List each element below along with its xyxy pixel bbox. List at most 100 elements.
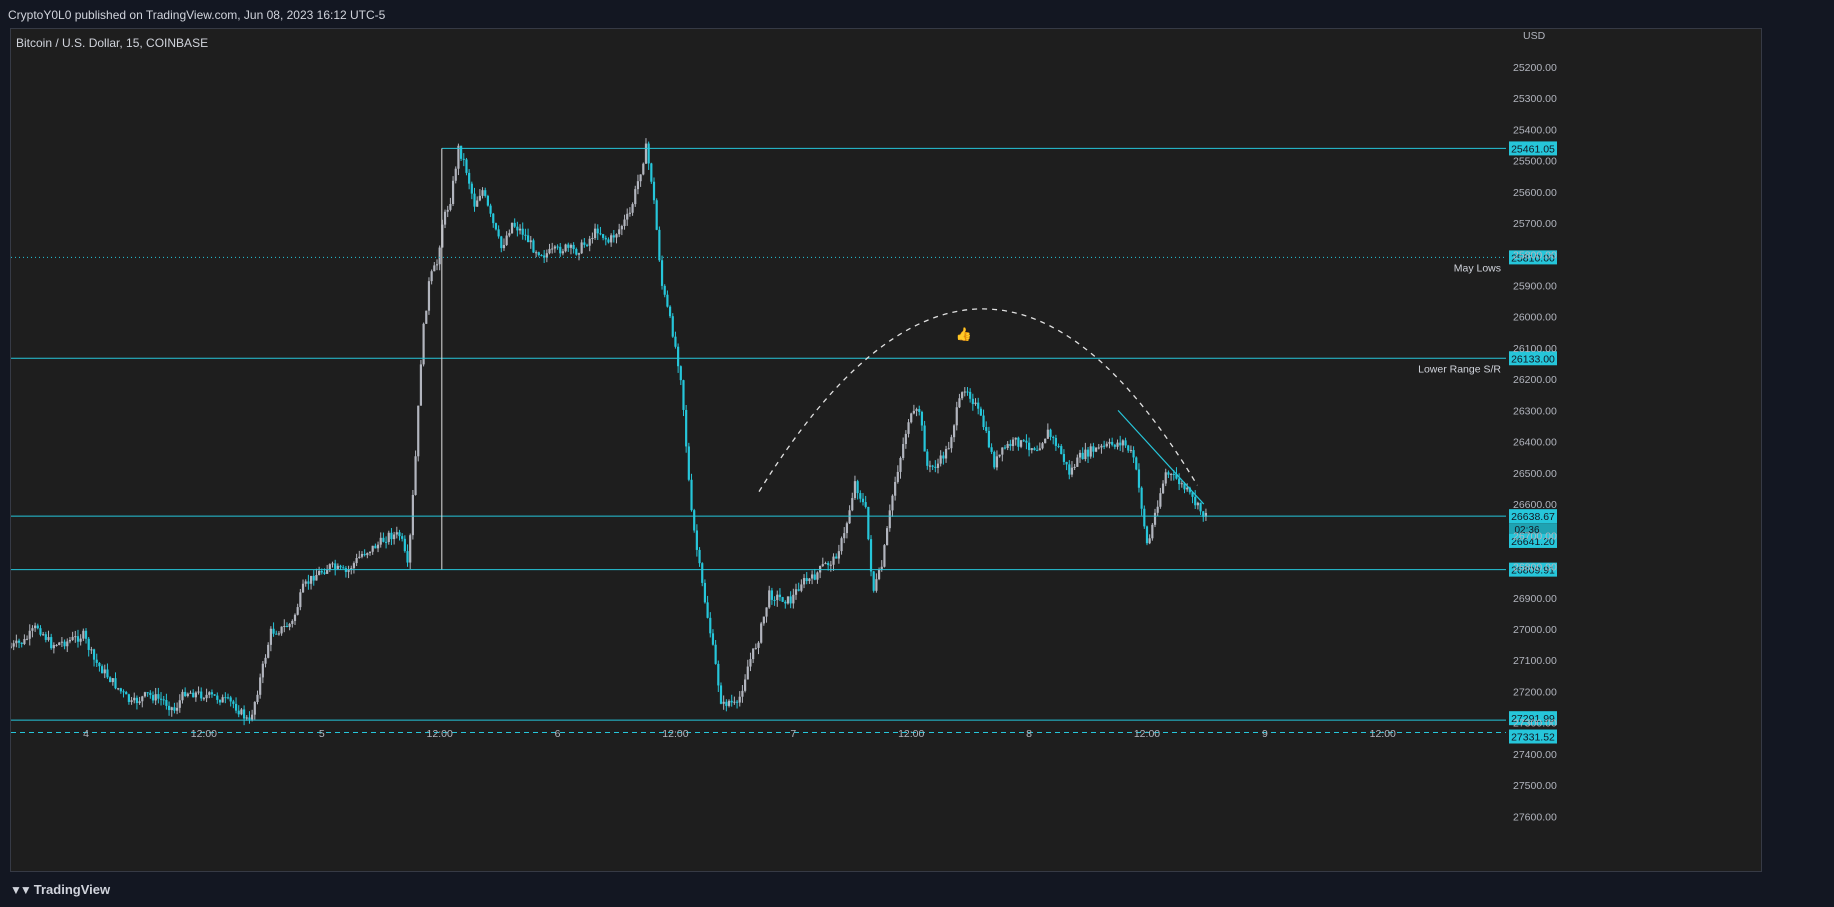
candle-body (462, 158, 465, 160)
candle-body (1153, 512, 1157, 525)
candle (781, 596, 784, 603)
candle-body (422, 323, 425, 365)
candle-body (382, 537, 385, 542)
candle (690, 473, 693, 512)
candle-body (666, 294, 669, 307)
candle (342, 565, 345, 569)
candle-body (719, 685, 723, 704)
price-tag-bg (1509, 562, 1557, 577)
candle-body (650, 163, 653, 182)
candle-body (1081, 452, 1084, 460)
candle (891, 494, 894, 517)
price-tag-4: 26641.20 (1509, 533, 1557, 548)
tradingview-brand[interactable]: ▼▼ TradingView (10, 882, 110, 897)
candle (387, 530, 390, 545)
candle-body (668, 306, 672, 317)
candle-body (109, 677, 112, 683)
candle-body (1054, 437, 1057, 446)
price-tag-5: 26809.91 (1509, 562, 1557, 577)
candle-body (784, 601, 787, 604)
candle-body (797, 589, 800, 591)
candle (765, 607, 768, 623)
publisher-bar: CryptoY0L0 published on TradingView.com,… (0, 0, 1834, 28)
candle-body (1199, 502, 1202, 512)
candle-body (749, 659, 752, 667)
candle-body (931, 465, 934, 467)
candle-body (674, 336, 677, 347)
candle (58, 641, 61, 646)
candle-body (714, 644, 717, 664)
candle (299, 588, 302, 611)
thumbs-up-icon: 👍 (956, 327, 972, 343)
candle-body (706, 602, 709, 618)
time-axis: 4 12:00 5 12:00 6 12:00 7 12:00 8 12:00 9 12:00 (83, 728, 1396, 740)
chart-area[interactable]: May Lows Lower Range S/R 👍 25461.05 25810.… (10, 28, 1762, 872)
candle-body (304, 581, 307, 584)
candle (719, 682, 723, 705)
candle (982, 409, 985, 430)
price-tick-label: 25700.00 (1513, 218, 1557, 230)
candle-body (746, 666, 749, 680)
price-tag-bg (1509, 250, 1557, 265)
candle-body (615, 234, 618, 238)
candle (393, 531, 396, 545)
candle (307, 574, 310, 590)
candle-body (1078, 452, 1082, 458)
candle (754, 643, 757, 650)
price-tick-label: 26100.00 (1513, 343, 1557, 355)
candles-layer (11, 138, 1208, 726)
candle (1001, 447, 1004, 462)
candle (843, 527, 846, 544)
candle-body (42, 634, 45, 636)
candle (138, 696, 141, 705)
candle (832, 553, 835, 571)
candle-body (95, 659, 98, 663)
candle-body (114, 678, 117, 689)
price-tag-6: 27291.99 (1509, 711, 1557, 726)
candle (465, 157, 468, 176)
candle (1103, 440, 1106, 450)
candle-body (1145, 526, 1149, 544)
candle-body (553, 246, 556, 249)
candle-body (1196, 502, 1199, 506)
candle (1129, 445, 1133, 453)
candle-body (165, 700, 168, 706)
candle-body (963, 391, 966, 393)
candle-body (926, 451, 929, 466)
candle-body (224, 697, 227, 699)
candle-body (687, 446, 690, 480)
chart-plot[interactable]: May Lows Lower Range S/R 👍 25461.05 25810.… (11, 29, 1763, 873)
candle-body (899, 457, 902, 472)
candle (808, 577, 811, 584)
candle-body (773, 599, 776, 601)
candle (1161, 480, 1165, 494)
candle (44, 631, 47, 643)
price-tick-label: 27100.00 (1513, 655, 1557, 667)
candle-body (907, 422, 910, 434)
candle-body (406, 551, 409, 563)
candle (1199, 502, 1202, 515)
candle (928, 460, 932, 473)
candle (283, 619, 286, 633)
candle (824, 561, 827, 565)
candle-body (709, 617, 712, 634)
candle (813, 568, 816, 581)
candle (819, 565, 822, 579)
candle (1145, 525, 1149, 546)
candle (1140, 486, 1143, 516)
candle-body (663, 285, 666, 295)
candle (79, 634, 82, 646)
candle (167, 701, 171, 716)
candle (551, 242, 554, 254)
time-tick-label: 12:00 (898, 728, 924, 740)
candle-body (31, 628, 34, 631)
candle-body (47, 637, 50, 640)
candle (709, 612, 712, 638)
candle (74, 630, 77, 643)
candle (1081, 447, 1084, 460)
price-tick-label: 26300.00 (1513, 405, 1557, 417)
candle (12, 640, 15, 651)
candle-body (127, 694, 130, 702)
candle (588, 235, 591, 252)
candle-body (902, 444, 905, 458)
